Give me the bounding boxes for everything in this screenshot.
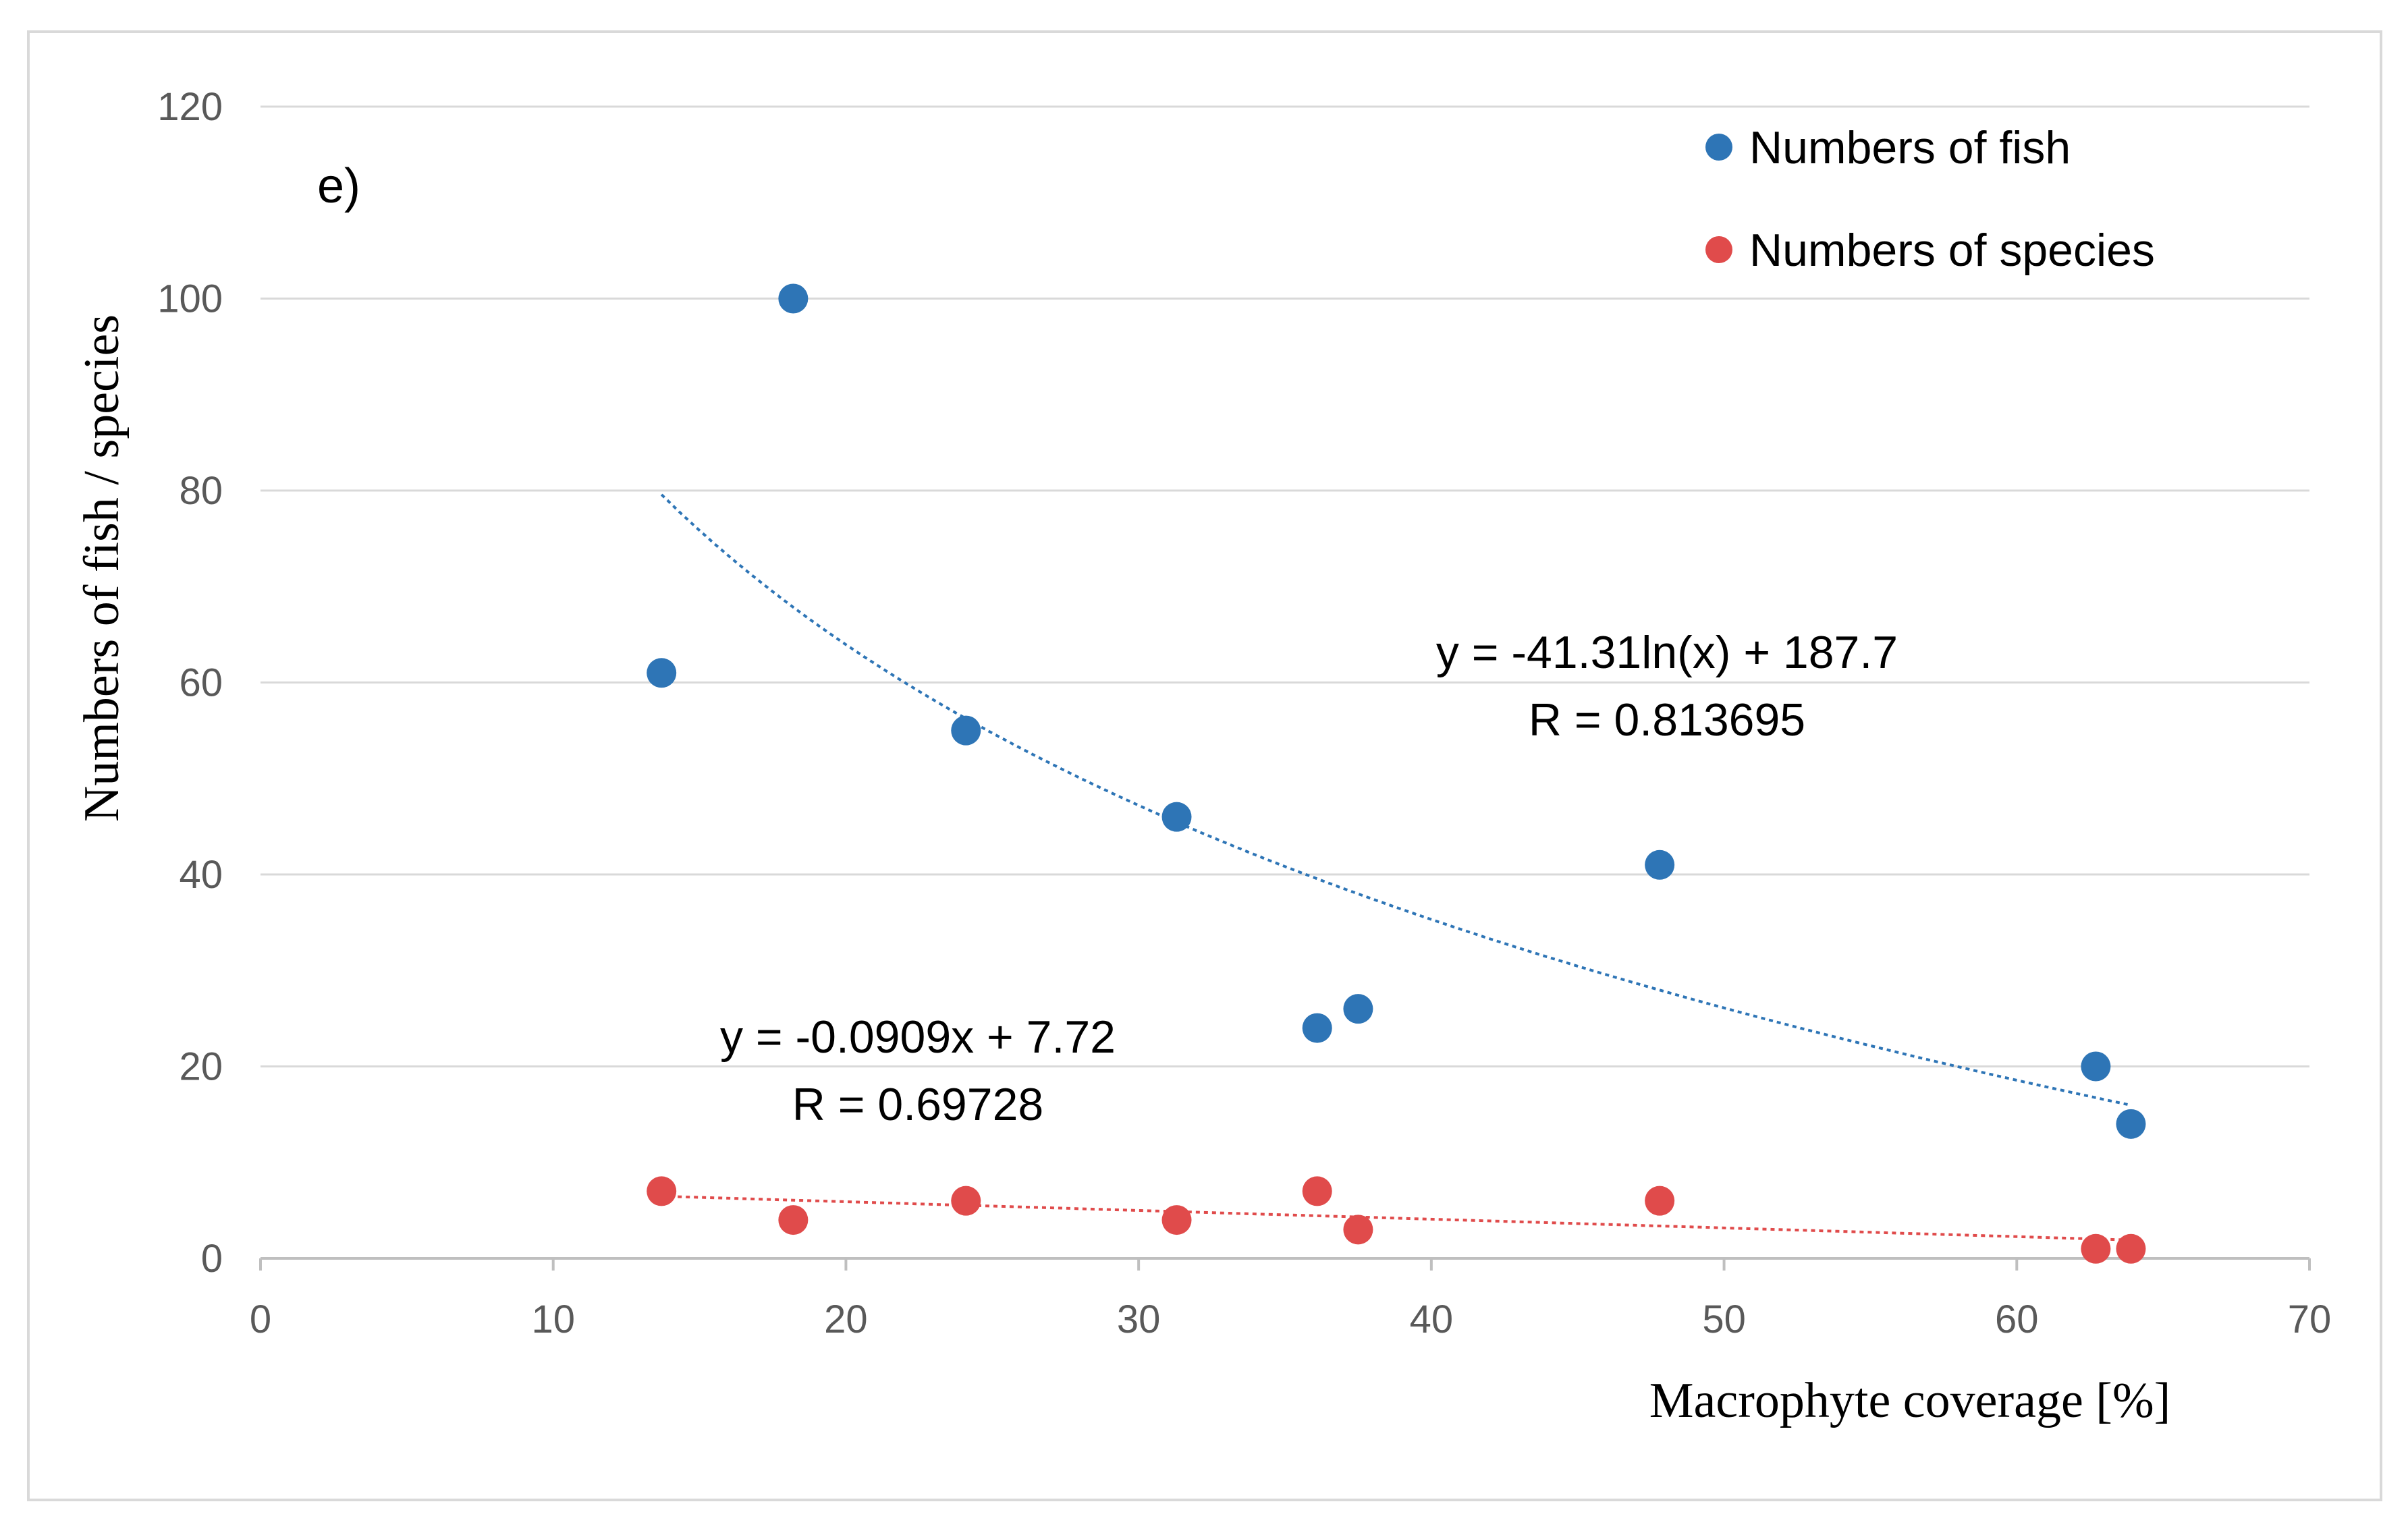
- fish-point: [951, 715, 981, 746]
- fish-point: [647, 658, 677, 688]
- x-tick-label: 60: [1995, 1298, 2039, 1341]
- y-tick-label: 80: [179, 469, 223, 513]
- species-point: [2081, 1233, 2111, 1264]
- fish-point: [2081, 1051, 2111, 1082]
- fish-point: [1343, 994, 1373, 1024]
- x-tick-label: 0: [250, 1298, 271, 1341]
- y-tick-label: 100: [157, 277, 223, 321]
- legend-marker-species: [1705, 236, 1732, 263]
- legend: Numbers of fish Numbers of species: [1705, 122, 2155, 276]
- species-point: [1645, 1186, 1675, 1216]
- trendline-species: [661, 1194, 2131, 1242]
- fish-trend-equation: y = -41.31ln(x) + 187.7: [1436, 627, 1898, 678]
- species-trend-r: R = 0.69728: [792, 1079, 1043, 1130]
- y-tick-label: 120: [157, 85, 223, 129]
- species-trend-equation: y = -0.0909x + 7.72: [720, 1011, 1116, 1063]
- fish-point: [778, 283, 809, 314]
- legend-label-fish: Numbers of fish: [1749, 122, 2071, 173]
- panel-label: e): [317, 159, 360, 213]
- chart-frame: [27, 30, 2382, 1501]
- x-tick-label: 30: [1117, 1298, 1161, 1341]
- gridlines: [261, 105, 2309, 1067]
- data-points: [647, 283, 2146, 1264]
- species-point: [1343, 1215, 1373, 1245]
- fish-point: [1645, 849, 1675, 880]
- y-tick-label: 20: [179, 1045, 223, 1089]
- species-point: [647, 1176, 677, 1206]
- y-tick-label: 60: [179, 661, 223, 705]
- species-point: [1302, 1176, 1332, 1206]
- species-point: [778, 1205, 809, 1235]
- fish-point: [1161, 802, 1192, 832]
- legend-label-species: Numbers of species: [1749, 225, 2155, 276]
- y-axis-title: Numbers of fish / species: [74, 314, 130, 822]
- fish-point: [1302, 1013, 1332, 1043]
- x-tick-label: 70: [2288, 1298, 2332, 1341]
- fish-trend-r: R = 0.813695: [1529, 694, 1805, 746]
- legend-marker-fish: [1705, 134, 1732, 161]
- x-tick-label: 20: [824, 1298, 868, 1341]
- axes: 0 20 40 60 80 100 120 0 10 20 30 40 50 60 70: [157, 85, 2331, 1341]
- species-point: [2116, 1233, 2146, 1264]
- trendline-fish: [660, 493, 2131, 1107]
- fish-point: [2116, 1109, 2146, 1139]
- y-tick-label: 0: [201, 1237, 223, 1281]
- x-tick-label: 40: [1410, 1298, 1454, 1341]
- y-tick-label: 40: [179, 853, 223, 897]
- species-point: [1161, 1205, 1192, 1235]
- x-axis-title: Macrophyte coverage [%]: [1649, 1373, 2170, 1428]
- x-tick-label: 10: [531, 1298, 575, 1341]
- species-point: [951, 1186, 981, 1216]
- x-tick-label: 50: [1702, 1298, 1746, 1341]
- trendlines: [660, 493, 2131, 1242]
